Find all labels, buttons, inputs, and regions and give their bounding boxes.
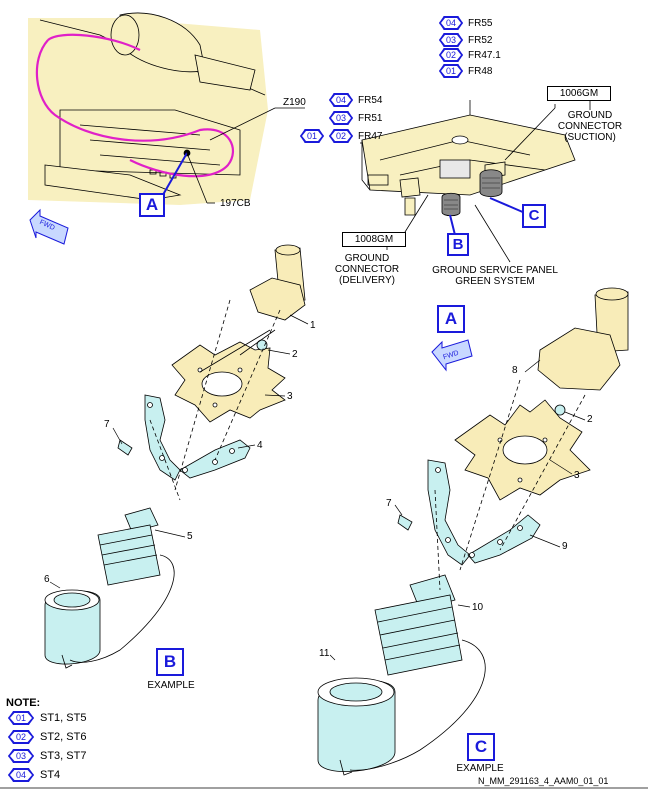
item-leaders	[49, 314, 586, 661]
frame-z190: Z190	[283, 97, 306, 108]
delivery-connector-id: 1008GM	[342, 232, 406, 247]
effectivity-row: 03 FR51	[329, 111, 382, 125]
note-row: 02 ST2, ST6	[8, 730, 86, 744]
detail-c-title: C	[467, 733, 495, 761]
item-number: 2	[587, 414, 593, 425]
item-number: 10	[472, 602, 484, 613]
effectivity-row: 01 02 FR47	[300, 129, 382, 143]
effectivity-row: 02 FR47.1	[439, 48, 501, 62]
detail-b-title: B	[156, 648, 184, 676]
detail-a-title: A	[437, 305, 465, 333]
item-number: 6	[44, 574, 50, 585]
item-number: 7	[104, 419, 110, 430]
effectivity-row: 04 FR55	[439, 16, 492, 30]
effectivity-row: 03 FR52	[439, 33, 492, 47]
callout-c: C	[522, 204, 546, 228]
fwd-arrow-top	[29, 208, 69, 245]
suction-connector-label: GROUND CONNECTOR (SUCTION)	[557, 110, 623, 143]
item-number: 9	[562, 541, 568, 552]
note-row: 04 ST4	[8, 768, 60, 782]
example-b: EXAMPLE	[147, 680, 195, 691]
callout-a-top: A	[139, 193, 165, 217]
aircraft-overview	[28, 12, 305, 205]
drawing-reference: N_MM_291163_4_AAM0_01_01	[478, 776, 609, 786]
suction-connector-id: 1006GM	[547, 86, 611, 101]
detail-c-drawing	[317, 287, 629, 776]
item-number: 7	[386, 498, 392, 509]
item-number: 5	[187, 531, 193, 542]
fwd-arrow-mid	[431, 339, 473, 372]
item-number: 8	[512, 365, 518, 376]
item-number: 2	[292, 349, 298, 360]
item-number: 1	[310, 320, 316, 331]
note-title: NOTE:	[6, 697, 41, 709]
note-row: 01 ST1, ST5	[8, 711, 86, 725]
item-number: 3	[574, 470, 580, 481]
detail-b-drawing	[44, 244, 306, 669]
effectivity-row: 01 FR48	[439, 64, 492, 78]
frame-197cb: 197CB	[220, 198, 251, 209]
panel-title: GROUND SERVICE PANEL GREEN SYSTEM	[432, 265, 558, 287]
example-c: EXAMPLE	[456, 763, 504, 774]
delivery-connector-label: GROUND CONNECTOR (DELIVERY)	[334, 253, 400, 286]
callout-b: B	[447, 233, 469, 256]
ground-service-panel-drawing	[360, 100, 576, 263]
item-number: 3	[287, 391, 293, 402]
item-number: 4	[257, 440, 263, 451]
effectivity-row: 04 FR54	[329, 93, 382, 107]
item-number: 11	[319, 648, 330, 659]
note-row: 03 ST3, ST7	[8, 749, 86, 763]
